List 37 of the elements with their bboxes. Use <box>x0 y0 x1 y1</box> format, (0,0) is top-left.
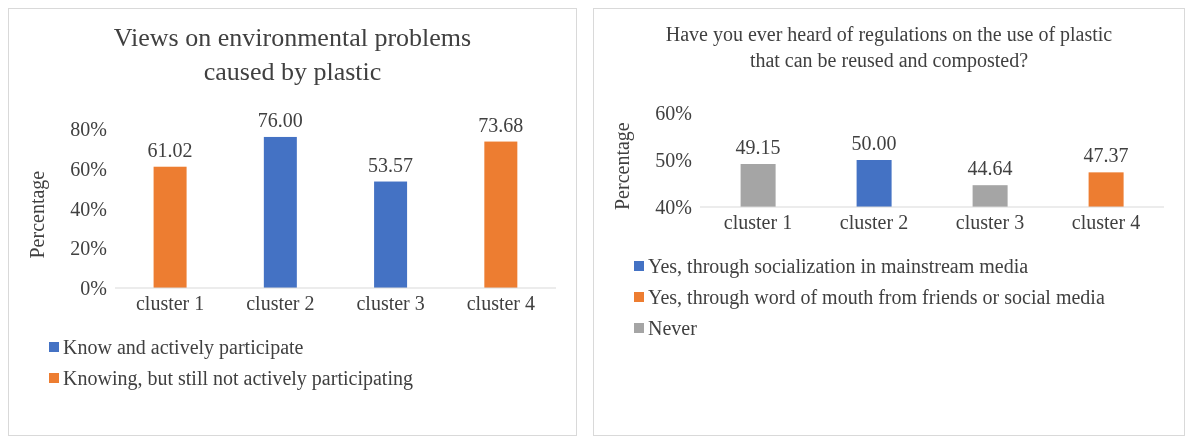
data-label: 76.00 <box>257 108 303 131</box>
bar <box>374 181 408 288</box>
legend-label: Never <box>648 317 697 340</box>
y-tick-label: 60% <box>655 102 692 125</box>
x-tick-label: cluster 3 <box>955 211 1025 234</box>
data-label: 73.68 <box>478 113 524 136</box>
data-label: 61.02 <box>147 138 193 161</box>
data-label: 47.37 <box>1083 144 1129 167</box>
x-tick-label: cluster 1 <box>135 291 205 314</box>
bar <box>263 136 297 288</box>
data-label: 53.57 <box>368 153 414 176</box>
y-tick-label: 50% <box>655 149 692 172</box>
x-tick-label: cluster 2 <box>839 211 909 234</box>
y-axis-title: Percentage <box>26 170 50 259</box>
y-tick-label: 20% <box>70 236 107 259</box>
chart-title: Views on environmental problems caused by plastic <box>112 22 473 88</box>
chart-title: Have you ever heard of regulations on the use of plastic that can be reused and composted? <box>664 22 1114 73</box>
x-tick-label: cluster 3 <box>356 291 425 314</box>
bar <box>484 141 518 288</box>
y-axis-title: Percentage <box>611 122 635 210</box>
y-tick-label: 40% <box>655 196 692 219</box>
y-tick-label: 40% <box>70 197 107 220</box>
data-label: 50.00 <box>851 132 897 154</box>
legend-label: Yes, through word of mouth from friends or social media <box>648 286 1105 309</box>
x-tick-label: cluster 2 <box>246 291 315 314</box>
x-tick-label: cluster 1 <box>723 211 793 234</box>
y-tick-label: 0% <box>80 276 107 299</box>
data-label: 44.64 <box>967 157 1013 180</box>
x-tick-label: cluster 4 <box>466 291 536 314</box>
legend-label: Yes, through socialization in mainstream media <box>648 255 1029 278</box>
bar <box>153 166 187 288</box>
legend-label: Knowing, but still not actively participating <box>63 366 413 390</box>
legend-label: Know and actively participate <box>63 335 304 359</box>
data-label: 49.15 <box>735 135 781 158</box>
y-tick-label: 60% <box>70 157 107 180</box>
y-tick-label: 80% <box>70 117 107 140</box>
x-tick-label: cluster 4 <box>1071 211 1141 234</box>
